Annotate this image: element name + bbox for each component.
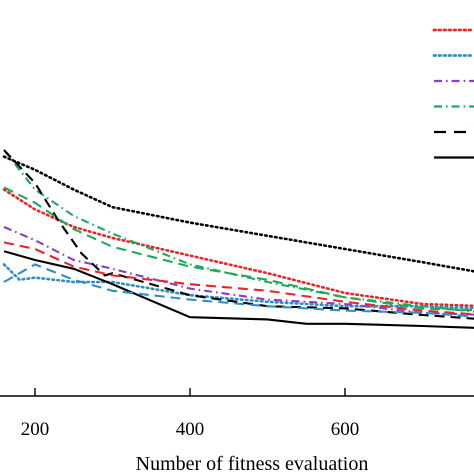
series-line-2	[3, 226, 474, 316]
x-tick-label-0: 200	[21, 419, 50, 440]
series-line-6	[3, 241, 474, 316]
series-line-4	[3, 149, 474, 320]
series-line-1	[2, 263, 474, 310]
x-ticks: 200 400 600	[21, 388, 360, 440]
legend	[432, 28, 474, 159]
series-line-9	[2, 155, 474, 273]
series-line-8	[3, 186, 474, 312]
series-line-5	[3, 250, 474, 329]
x-tick-label-2: 600	[331, 419, 360, 440]
plot-lines	[2, 149, 474, 329]
series-line-0	[2, 188, 474, 308]
series-line-7	[3, 263, 474, 318]
series-line-3	[3, 149, 474, 313]
x-axis-title: Number of fitness evaluation	[136, 453, 369, 474]
x-tick-label-1: 400	[176, 419, 205, 440]
